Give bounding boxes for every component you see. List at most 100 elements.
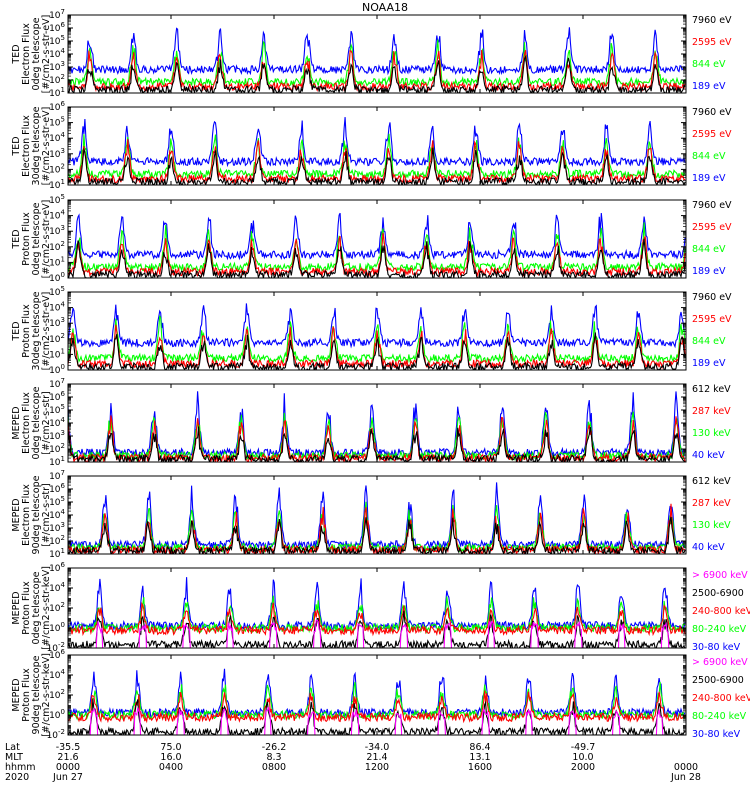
legend-entry: 2500-6900 xyxy=(692,675,744,686)
legend: 612 keV 287 keV 130 keV 40 keV xyxy=(692,476,731,553)
traces xyxy=(68,482,686,554)
legend-entry: 7960 eV xyxy=(692,200,732,211)
y-tick-label: 101 xyxy=(49,547,65,560)
legend-entry: > 6900 keV xyxy=(692,657,748,668)
legend: 7960 eV 2595 eV 844 eV 189 eV xyxy=(692,292,732,369)
legend-entry: 130 keV xyxy=(692,520,731,531)
footer-value: 0400 xyxy=(159,762,183,773)
trace-blue xyxy=(68,27,686,76)
legend-entry: 7960 eV xyxy=(692,292,732,303)
legend: > 6900 keV 2500-6900 240-800 keV 80-240 keV… xyxy=(692,570,750,653)
trace-blue xyxy=(68,391,686,459)
legend-entry: 30-80 keV xyxy=(692,729,741,740)
legend-entry: 240-800 keV xyxy=(692,606,750,617)
legend-entry: 80-240 keV xyxy=(692,624,747,635)
footer-value: 16.0 xyxy=(160,752,181,763)
y-tick-label: 107 xyxy=(49,377,65,390)
trace-red xyxy=(68,324,686,370)
footer-value: -49.7 xyxy=(571,742,596,753)
legend-entry: 287 keV xyxy=(692,406,731,417)
panel-frame xyxy=(67,654,687,736)
legend: 7960 eV 2595 eV 844 eV 189 eV xyxy=(692,200,732,277)
legend: > 6900 keV 2500-6900 240-800 keV 80-240 keV… xyxy=(692,657,750,740)
footer-value: 13.1 xyxy=(469,752,490,763)
traces xyxy=(68,391,686,462)
footer-value: 0000 xyxy=(56,762,80,773)
legend-entry: 189 eV xyxy=(692,266,726,277)
trace-black xyxy=(68,516,686,554)
footer-value: -26.2 xyxy=(262,742,287,753)
y-tick-label: 107 xyxy=(49,469,65,482)
y-axis-label: MEPEDElectron Flux0deg telescope[#/cm2-s… xyxy=(11,386,52,459)
legend: 7960 eV 2595 eV 844 eV 189 eV xyxy=(692,15,732,92)
trace-green xyxy=(68,222,686,273)
legend-entry: 40 keV xyxy=(692,542,725,553)
footer-value: 21.6 xyxy=(57,752,78,763)
legend-entry: 189 eV xyxy=(692,173,726,184)
y-axis-label: MEPEDElectron Flux90deg telescope[#/cm2-… xyxy=(11,475,52,554)
trace-green xyxy=(68,315,686,364)
y-tick-label: 101 xyxy=(49,455,65,468)
legend-entry: 189 eV xyxy=(692,81,726,92)
footer-value: Jun 28 xyxy=(670,772,701,783)
footer-row-label: Lat xyxy=(5,742,20,753)
footer-row-label: 2020 xyxy=(5,772,29,783)
trace-green xyxy=(68,133,686,180)
footer-value: 8.3 xyxy=(266,752,281,763)
trace-blue xyxy=(68,577,686,632)
trace-red xyxy=(68,690,686,724)
footer-value: -35.5 xyxy=(56,742,81,753)
footer-value: 1200 xyxy=(365,762,389,773)
legend-entry: 844 eV xyxy=(692,244,726,255)
legend-entry: 2595 eV xyxy=(692,222,732,233)
footer-value: 1600 xyxy=(468,762,492,773)
trace-black xyxy=(68,238,686,278)
legend-entry: 240-800 keV xyxy=(692,693,750,704)
y-axis-label: MEPEDProton Flux90deg telescope[#/cm2-s-… xyxy=(11,653,52,737)
legend-entry: 2595 eV xyxy=(692,129,732,140)
legend-entry: > 6900 keV xyxy=(692,570,748,581)
trace-red xyxy=(68,232,686,278)
trace-green xyxy=(68,39,686,88)
legend-entry: 7960 eV xyxy=(692,15,732,26)
traces xyxy=(68,117,686,185)
footer-value: 21.4 xyxy=(366,752,387,763)
footer-row-label: MLT xyxy=(5,752,23,763)
legend-entry: 130 keV xyxy=(692,428,731,439)
trace-blue xyxy=(68,482,686,551)
trace-green xyxy=(68,595,686,635)
trace-black xyxy=(68,55,686,93)
traces xyxy=(68,303,686,370)
legend-entry: 189 eV xyxy=(692,358,726,369)
legend-entry: 2500-6900 xyxy=(692,588,744,599)
traces xyxy=(68,27,686,93)
legend-entry: 612 keV xyxy=(692,476,731,487)
trace-red xyxy=(68,601,686,637)
legend-entry: 40 keV xyxy=(692,450,725,461)
y-axis-label: TEDElectron Flux30deg telescope[#/cm2-s-… xyxy=(11,106,52,185)
legend: 612 keV 287 keV 130 keV 40 keV xyxy=(692,384,731,461)
legend-entry: 844 eV xyxy=(692,59,726,70)
traces xyxy=(68,212,686,278)
legend-entry: 2595 eV xyxy=(692,37,732,48)
trace-blue xyxy=(68,668,686,719)
trace-blue xyxy=(68,212,686,261)
y-axis-label: TEDProton Flux0deg telescope[#/cm2-s-str… xyxy=(11,200,52,279)
footer-value: 10.0 xyxy=(572,752,593,763)
footer-value: Jun 27 xyxy=(52,772,83,783)
plot-title: NOAA18 xyxy=(362,1,408,14)
footer-value: 75.0 xyxy=(160,742,181,753)
legend-entry: 30-80 keV xyxy=(692,642,741,653)
legend-entry: 287 keV xyxy=(692,498,731,509)
panel-frame xyxy=(67,14,687,94)
y-axis-label: MEPEDProton Flux0deg telescope[#/cm2-s-s… xyxy=(11,566,52,650)
footer-value: 2000 xyxy=(571,762,595,773)
